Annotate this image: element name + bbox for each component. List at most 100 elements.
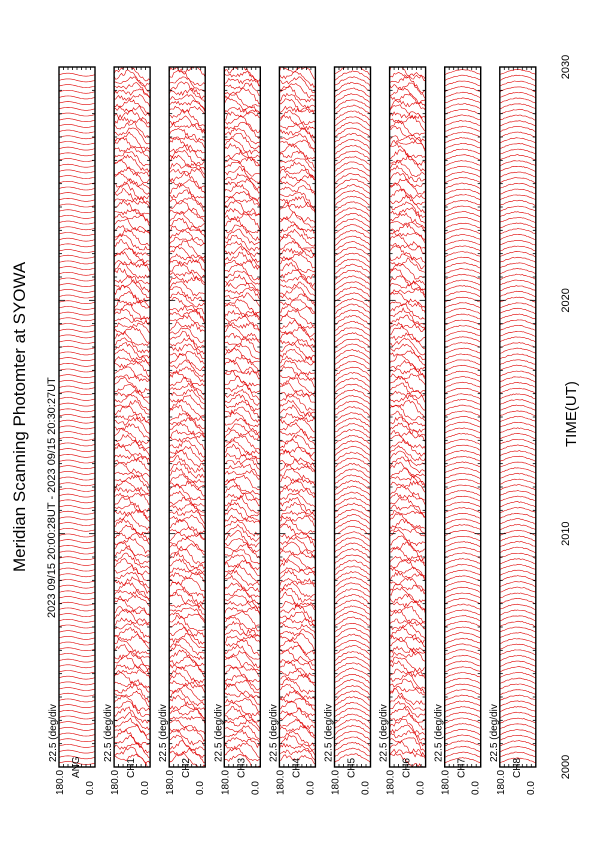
trace-line (59, 141, 95, 145)
trace-line (334, 343, 371, 354)
trace-line (499, 723, 536, 729)
trace-line (389, 559, 426, 577)
trace-line (114, 360, 151, 378)
trace-line (334, 497, 371, 508)
trace-line (389, 375, 426, 394)
trace-line (279, 326, 316, 344)
trace-line (499, 751, 536, 758)
trace-line (59, 675, 95, 680)
y-tick-label-min: 0.0 (305, 781, 316, 795)
trace-line (59, 192, 95, 196)
trace-line (59, 476, 95, 481)
trace-line (169, 87, 206, 104)
trace-line (444, 723, 481, 730)
trace-line (444, 672, 481, 678)
trace-line (389, 422, 426, 439)
trace-line (444, 302, 481, 309)
trace-line (389, 172, 426, 188)
trace-line (224, 138, 261, 155)
trace-line (279, 150, 316, 168)
trace-line (499, 638, 536, 645)
trace-line (169, 490, 206, 507)
trace-line (224, 628, 261, 638)
trace-line (59, 653, 95, 657)
trace-line (389, 325, 426, 343)
trace-line (334, 372, 371, 383)
trace-line (114, 508, 151, 523)
trace-line (389, 656, 426, 673)
trace-line (114, 433, 151, 452)
trace-line (224, 270, 261, 285)
trace-line (279, 109, 316, 125)
trace-line (444, 654, 481, 662)
trace-line (389, 142, 426, 159)
trace-line (114, 154, 151, 173)
trace-line (224, 507, 261, 524)
trace-line (59, 670, 95, 674)
trace-line (499, 416, 536, 423)
trace-line (224, 639, 261, 656)
trace-line (114, 159, 151, 177)
trace-line (224, 196, 261, 207)
trace-line (279, 735, 316, 752)
trace-line (224, 729, 261, 749)
trace-line (444, 154, 481, 161)
trace-line (114, 93, 151, 108)
trace-line (169, 708, 206, 719)
y-tick-label-max: 180.0 (386, 770, 397, 795)
trace-line (334, 67, 371, 75)
trace-line (499, 552, 536, 559)
trace-line (334, 178, 371, 189)
trace-line (59, 306, 95, 310)
trace-line (114, 536, 151, 554)
trace-line (334, 281, 371, 292)
trace-line (279, 360, 316, 376)
trace-line (444, 564, 481, 571)
trace-line (334, 240, 371, 252)
trace-line (114, 239, 151, 256)
trace-line (334, 332, 371, 342)
trace-line (389, 541, 426, 561)
trace-line (389, 651, 426, 662)
trace-line (169, 679, 206, 695)
trace-line (389, 212, 426, 229)
trace-line (59, 755, 95, 760)
trace-line (389, 706, 426, 724)
trace-line (169, 269, 206, 284)
trace-line (59, 402, 95, 407)
trace-line (279, 192, 316, 208)
trace-line (334, 628, 371, 639)
trace-line (499, 745, 536, 752)
panel-scale-label: 22.5 (deg/div (213, 704, 224, 762)
trace-line (114, 303, 151, 320)
trace-line (114, 82, 151, 99)
trace-line (169, 179, 206, 195)
trace-line (499, 74, 536, 81)
trace-line (279, 85, 316, 103)
trace-line (389, 251, 426, 270)
trace-line (169, 389, 206, 405)
trace-line (114, 502, 151, 520)
trace-line (389, 509, 426, 518)
trace-line (444, 177, 481, 184)
trace-line (224, 529, 261, 548)
trace-line (499, 626, 536, 633)
trace-line (334, 93, 371, 104)
trace-line (334, 639, 371, 650)
trace-line (334, 468, 371, 479)
trace-line (389, 275, 426, 291)
trace-line (499, 228, 536, 235)
trace-line (444, 757, 481, 764)
trace-line (59, 442, 95, 447)
trace-line (389, 75, 426, 94)
trace-line (59, 90, 95, 94)
trace-line (279, 611, 316, 627)
trace-line (444, 74, 481, 81)
trace-line (114, 69, 151, 87)
trace-line (59, 522, 95, 526)
trace-line (499, 336, 536, 343)
trace-line (279, 724, 316, 740)
trace-line (389, 484, 426, 501)
trace-line (444, 529, 481, 536)
trace-line (59, 135, 95, 140)
